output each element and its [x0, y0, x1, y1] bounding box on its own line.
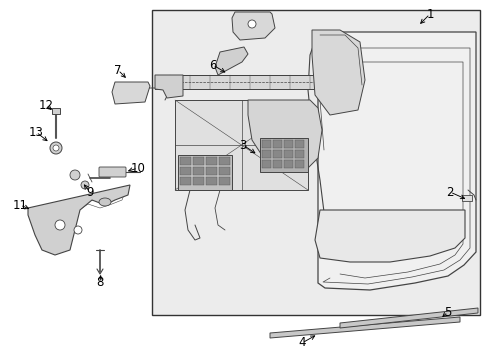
Bar — [206, 177, 217, 185]
Polygon shape — [215, 47, 248, 75]
Bar — [295, 150, 304, 158]
Bar — [262, 140, 271, 148]
Bar — [219, 177, 230, 185]
Bar — [284, 140, 293, 148]
Polygon shape — [175, 100, 308, 190]
Bar — [180, 177, 191, 185]
Polygon shape — [248, 100, 322, 172]
Bar — [295, 140, 304, 148]
Bar — [284, 160, 293, 168]
Bar — [193, 167, 204, 175]
Bar — [206, 167, 217, 175]
Bar — [193, 177, 204, 185]
Bar — [262, 150, 271, 158]
Ellipse shape — [99, 198, 111, 206]
Polygon shape — [260, 138, 308, 172]
Text: 8: 8 — [97, 276, 104, 289]
Bar — [273, 140, 282, 148]
Bar — [219, 167, 230, 175]
Polygon shape — [178, 155, 232, 190]
Polygon shape — [312, 30, 365, 115]
Bar — [52, 108, 60, 114]
Circle shape — [81, 181, 89, 189]
Polygon shape — [28, 185, 130, 255]
Polygon shape — [155, 75, 183, 98]
Polygon shape — [340, 308, 478, 328]
Bar — [180, 157, 191, 165]
Circle shape — [53, 145, 59, 151]
Bar — [180, 167, 191, 175]
Text: 2: 2 — [446, 185, 454, 198]
Circle shape — [50, 142, 62, 154]
Text: 9: 9 — [86, 185, 94, 198]
Bar — [295, 160, 304, 168]
Bar — [152, 10, 480, 315]
Text: 11: 11 — [13, 198, 27, 212]
Text: 5: 5 — [444, 306, 452, 319]
Polygon shape — [318, 32, 476, 290]
Bar — [462, 195, 472, 201]
Bar — [284, 150, 293, 158]
Bar — [273, 160, 282, 168]
Text: 3: 3 — [239, 139, 246, 152]
Polygon shape — [155, 75, 325, 89]
Circle shape — [248, 20, 256, 28]
Circle shape — [70, 170, 80, 180]
Text: 10: 10 — [130, 162, 146, 175]
Bar — [273, 150, 282, 158]
Bar — [206, 157, 217, 165]
FancyBboxPatch shape — [99, 167, 126, 177]
Bar — [193, 157, 204, 165]
Polygon shape — [315, 210, 465, 262]
Text: 7: 7 — [114, 63, 122, 77]
Bar — [262, 160, 271, 168]
Circle shape — [74, 226, 82, 234]
Bar — [219, 157, 230, 165]
Text: 1: 1 — [426, 8, 434, 21]
Polygon shape — [270, 317, 460, 338]
Polygon shape — [232, 12, 275, 40]
Text: 13: 13 — [28, 126, 44, 139]
Text: 4: 4 — [298, 337, 306, 350]
Circle shape — [55, 220, 65, 230]
Text: 12: 12 — [39, 99, 53, 112]
Polygon shape — [112, 82, 150, 104]
Text: 6: 6 — [209, 59, 217, 72]
